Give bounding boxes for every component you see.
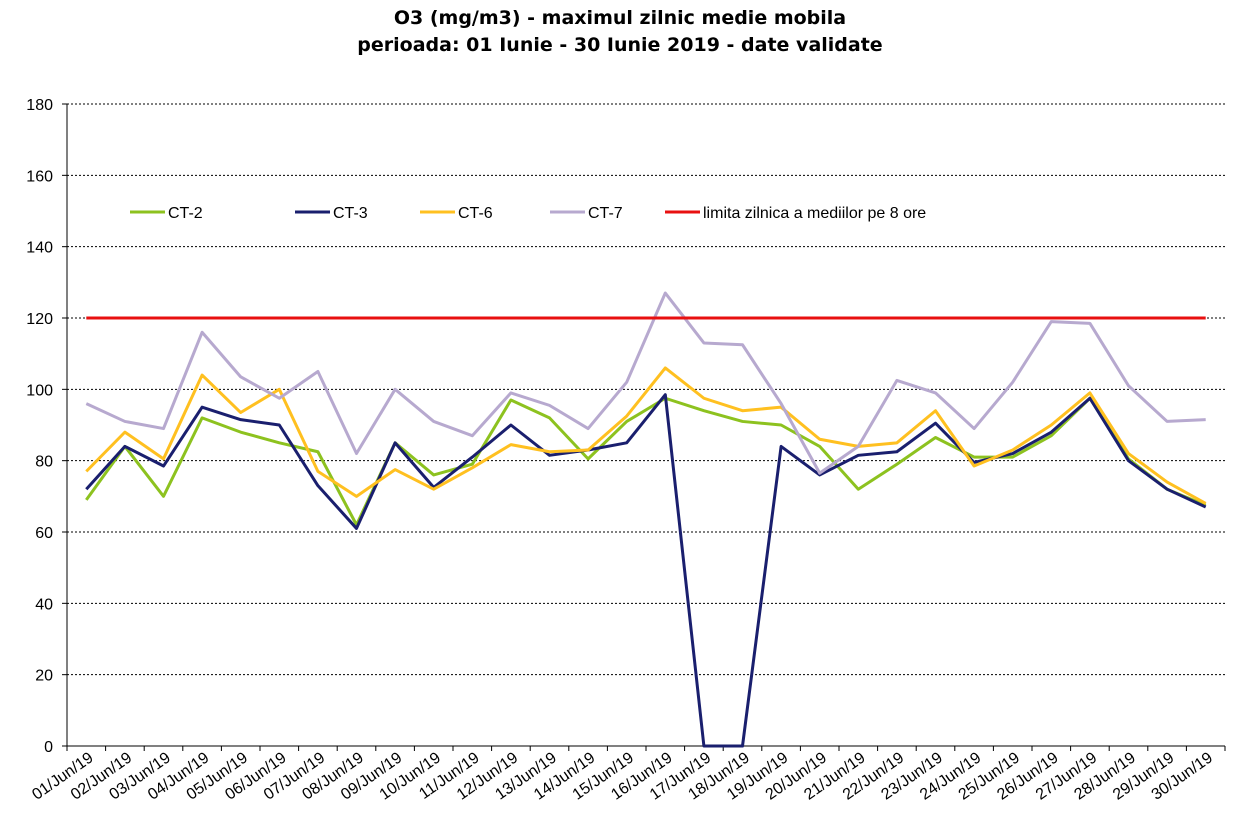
legend-label: CT-2 [168, 205, 203, 222]
y-tick-label: 20 [35, 668, 53, 685]
y-tick-label: 120 [26, 311, 53, 328]
y-tick-label: 0 [44, 739, 53, 756]
y-tick-label: 100 [26, 382, 53, 399]
y-tick-label: 60 [35, 525, 53, 542]
series-line [85, 291, 1206, 475]
legend-label: CT-6 [458, 205, 493, 222]
legend-label: limita zilnica a mediilor pe 8 ore [703, 205, 926, 222]
legend-label: CT-7 [588, 205, 623, 222]
series-line [85, 393, 1207, 748]
chart-title: O3 (mg/m3) - maximul zilnic medie mobila [394, 7, 846, 29]
legend-label: CT-3 [333, 205, 368, 222]
y-tick-label: 40 [35, 596, 53, 613]
y-tick-label: 180 [26, 97, 53, 114]
y-tick-label: 80 [35, 454, 53, 471]
y-tick-label: 160 [26, 168, 53, 185]
y-tick-label: 140 [26, 240, 53, 257]
series-line [85, 396, 1207, 527]
chart-subtitle: perioada: 01 Iunie - 30 Iunie 2019 - dat… [357, 34, 882, 56]
